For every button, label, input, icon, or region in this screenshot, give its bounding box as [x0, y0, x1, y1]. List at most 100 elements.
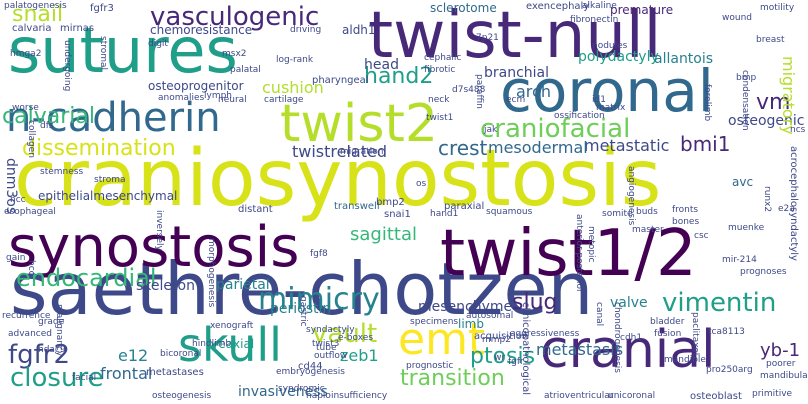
word-hand2: hand2 [364, 64, 434, 89]
word-cephalic: cephalic [424, 53, 462, 63]
word-undergoing: undergoing [62, 40, 72, 92]
word-xenograft: xenograft [210, 321, 254, 331]
word-pharyngeal: pharyngeal [312, 75, 369, 86]
word-mandible: mandible [664, 355, 706, 365]
word-bmp: bmp [736, 73, 757, 83]
word-ossification: ossification [554, 111, 605, 121]
word-aggressiveness: aggressiveness [510, 329, 580, 339]
word-csc: csc [694, 231, 709, 241]
word-fgfr2: fgfr2 [8, 340, 71, 370]
word-driving: driving [290, 25, 322, 35]
word-bmp2: bmp2 [376, 197, 405, 208]
word-preaxial: preaxial [206, 337, 255, 351]
word-gastric-visible: gastric [298, 296, 308, 327]
word-calvaria: calvaria [12, 23, 52, 34]
word-snai1: snai1 [384, 209, 411, 220]
word-neck: neck [428, 95, 450, 105]
word-prognostic: prognostic [406, 361, 454, 371]
word-twist3: twist3 [312, 339, 340, 349]
word-primitive: primitive [752, 389, 793, 399]
word-skull: skull [178, 318, 282, 372]
word-paclitaxel: paclitaxel [690, 312, 700, 356]
word-hmga2: hmga2 [10, 49, 42, 59]
word-bicoronal: bicoronal [160, 349, 202, 359]
word-breast: breast [756, 35, 785, 45]
word-twistrelated: twistrelated [292, 142, 388, 161]
word-mmp2: mmp2 [482, 335, 511, 345]
word-saethre-chotzen: saethre-chotzen [10, 247, 594, 331]
word-craniofacial: craniofacial [480, 114, 631, 144]
word-palatal: palatal [230, 65, 261, 75]
word-fgfr3: fgfr3 [90, 3, 114, 14]
word-parietal: parietal [216, 277, 270, 293]
word-chemoresistance: chemoresistance [150, 23, 253, 37]
word-anomalies: anomalies [158, 93, 205, 103]
word-ncs: ncs [790, 125, 806, 135]
word-mesodermal: mesodermal [488, 138, 588, 157]
word-cranial: cranial [540, 320, 716, 380]
word-osteoblast: osteoblast [690, 391, 742, 402]
word-mimicry: mimicry [258, 282, 380, 317]
word-motility: motility [760, 3, 795, 13]
word-fibronectin: fibronectin [570, 15, 619, 25]
word-malignancy: malignancy [54, 304, 64, 357]
word-haploinsufficiency: haploinsufficiency [306, 391, 388, 401]
word-fusion: fusion [654, 329, 682, 339]
word-buds: buds [636, 207, 658, 217]
word-syndromic: syndromic [278, 384, 325, 394]
word-facial: facial [72, 373, 97, 383]
word-tca8113: tca8113 [708, 327, 745, 337]
word-metastatic: metastatic [584, 136, 670, 155]
word-condensation: condensation [740, 70, 750, 131]
word-zeb1: zeb1 [340, 346, 379, 365]
word-mesenchyme: mesenchyme [418, 299, 513, 315]
word-ncc: ncc [10, 195, 26, 205]
word-forelimb: forelimb [702, 84, 712, 122]
word-atrioventricular: atrioventricular [544, 391, 614, 401]
word-runx2: runx2 [762, 186, 772, 213]
word-valve: valve [610, 295, 648, 311]
word-migratory: migratory [779, 56, 798, 135]
word-ptosis: ptosis [470, 344, 536, 369]
word-sutures: sutures [8, 14, 238, 87]
word-angiogenesis: angiogenesis [626, 166, 636, 226]
word-e2a: e2a [778, 204, 795, 214]
word-ecm: ecm [506, 95, 526, 105]
word-esophageal: esophageal [4, 207, 56, 217]
word-dissemination: dissemination [22, 136, 176, 161]
word-cd44: cd44 [298, 361, 323, 372]
word-palatogenesis: palatogenesis [4, 1, 67, 11]
word-coronal: coronal [500, 57, 714, 125]
word-branchial: branchial [484, 65, 550, 81]
word-skeleton: skeleton [136, 278, 195, 294]
word-vasculogenic: vasculogenic [150, 2, 320, 32]
word-poorer: poorer [766, 359, 796, 369]
word-cdh1: cdh1 [620, 333, 643, 343]
word-aldh1: aldh1 [342, 23, 376, 37]
word-osteogenic: osteogenic [728, 113, 805, 129]
word-polydactyly: polydactyly [578, 49, 659, 65]
word-migration: migration [340, 147, 384, 157]
word-id1: id1 [592, 95, 606, 105]
word-digit: digit [148, 39, 168, 49]
word-worse: worse [12, 103, 39, 113]
word-snail: snail [12, 2, 64, 27]
word-twist1-2: twist1/2 [440, 217, 697, 291]
word-acquisition: acquisition [474, 331, 529, 342]
word-embryogenesis: embryogenesis [276, 367, 345, 377]
word-hindlimb: hindlimb [192, 339, 232, 349]
word-slug: slug [512, 290, 558, 315]
word-twist1: twist1 [426, 113, 454, 123]
word-wound: wound [722, 13, 752, 23]
word-twist-null: twist-null [368, 0, 662, 73]
word-distant: distant [238, 204, 273, 215]
word-autosomal: autosomal [466, 311, 514, 321]
word-limb: limb [458, 317, 484, 331]
word-sagittal: sagittal [350, 224, 417, 245]
word-synostosis: synostosis [8, 215, 300, 280]
word-bladder: bladder [650, 317, 685, 327]
word-crest: crest [438, 136, 488, 160]
word-vm: vm [756, 90, 791, 115]
word-n-cadherin: n-cadherin [6, 95, 221, 141]
